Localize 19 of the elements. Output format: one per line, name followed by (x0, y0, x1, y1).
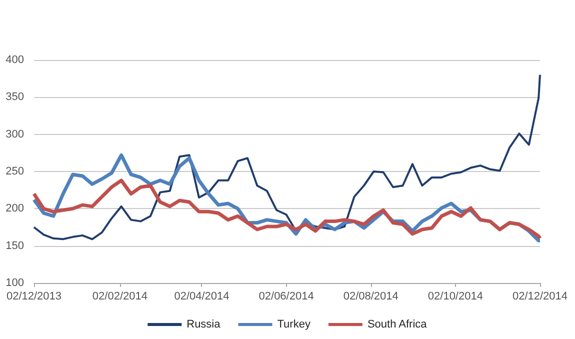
line-series (32, 178, 542, 240)
x-tick-label: 02/04/2014 (174, 290, 230, 302)
x-tick-label: 02/12/2014 (512, 290, 568, 302)
x-tick-label: 02/02/2014 (92, 290, 148, 302)
x-tick-label: 02/12/2013 (6, 290, 62, 302)
y-tick-label: 300 (6, 128, 24, 140)
legend-label: Russia (186, 318, 222, 330)
x-tick-label: 02/06/2014 (258, 290, 314, 302)
y-tick-label: 400 (6, 54, 24, 66)
line-series (33, 74, 541, 240)
y-tick-label: 200 (6, 202, 24, 215)
y-tick-label: 150 (6, 240, 24, 252)
y-tick-label: 250 (6, 166, 24, 178)
y-tick-label: 100 (6, 277, 24, 289)
x-tick-label: 02/10/2014 (428, 290, 483, 302)
y-tick-label: 350 (6, 91, 24, 104)
x-tick-label: 02/08/2014 (343, 290, 398, 302)
legend-label: Turkey (277, 318, 311, 330)
legend-label: South Africa (367, 318, 428, 330)
